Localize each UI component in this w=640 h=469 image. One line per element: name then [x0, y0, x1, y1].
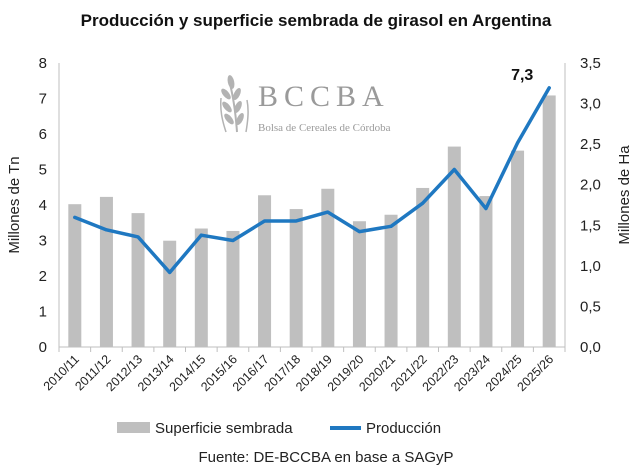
legend: Superficie sembrada Producción	[117, 420, 441, 437]
watermark-subtitle: Bolsa de Cereales de Córdoba	[258, 122, 391, 134]
legend-line-label: Producción	[366, 420, 441, 437]
bar	[479, 196, 493, 347]
y-tick-label: 8	[39, 55, 47, 72]
y-tick-label: 2	[39, 268, 47, 285]
bar	[258, 195, 272, 347]
y2-tick-label: 2,0	[580, 177, 601, 194]
left-axis-ticks: 0 1 2 3 4 5 6 7 8	[39, 55, 47, 356]
axes-group	[58, 63, 566, 352]
bar	[99, 196, 113, 347]
bar	[68, 204, 82, 347]
y2-tick-label: 1,5	[580, 217, 601, 234]
line-point	[294, 219, 298, 223]
bar	[321, 188, 335, 347]
line-point	[389, 224, 393, 228]
y-axis-label: Millones de Tn	[6, 156, 23, 253]
bar	[289, 209, 303, 347]
line-point	[73, 215, 77, 219]
watermark-letters: BCCBA	[258, 80, 390, 113]
line-point	[452, 168, 456, 171]
y-tick-label: 0	[39, 339, 47, 356]
bar	[131, 213, 145, 347]
y-tick-label: 7	[39, 91, 47, 108]
line-point	[104, 228, 108, 232]
line-point	[231, 239, 235, 242]
right-axis-ticks: 0,0 0,5 1,0 1,5 2,0 2,5 3,0 3,5	[580, 55, 601, 356]
y-tick-label: 1	[39, 304, 47, 321]
production-line	[73, 86, 551, 275]
y-tick-label: 5	[39, 162, 47, 179]
y2-tick-label: 0,5	[580, 298, 601, 315]
line-point	[516, 141, 520, 145]
line-point	[168, 270, 172, 274]
line-point	[263, 219, 267, 223]
line-point	[357, 230, 361, 234]
bccba-watermark: BCCBA Bolsa de Cereales de Córdoba	[220, 75, 391, 134]
bars-group	[68, 95, 556, 348]
bar	[163, 240, 177, 347]
y2-tick-label: 3,0	[580, 96, 601, 113]
line-point	[136, 235, 140, 239]
y2-tick-label: 3,5	[580, 55, 601, 72]
chart-title: Producción y superficie sembrada de gira…	[81, 11, 552, 30]
bar	[447, 146, 461, 347]
line-point	[421, 201, 425, 205]
callout-label: 7,3	[511, 67, 533, 84]
wheat-logo-icon	[220, 75, 249, 133]
bar	[226, 230, 240, 347]
line-point	[326, 210, 330, 214]
y2-axis-label: Millones de Ha	[616, 145, 633, 245]
y-tick-label: 4	[39, 197, 47, 214]
bar	[542, 95, 556, 348]
source-note: Fuente: DE-BCCBA en base a SAGyP	[198, 449, 453, 466]
bar	[194, 228, 208, 347]
line-point	[547, 86, 551, 90]
bar	[511, 150, 525, 347]
line-point	[484, 207, 488, 211]
bar	[352, 221, 366, 347]
y2-tick-label: 0,0	[580, 339, 601, 356]
bar	[384, 214, 398, 347]
y2-tick-label: 2,5	[580, 136, 601, 153]
line-point	[199, 233, 203, 237]
y-tick-label: 3	[39, 233, 47, 250]
legend-bars-swatch	[117, 422, 150, 433]
y2-tick-label: 1,0	[580, 258, 601, 275]
bar	[416, 187, 430, 347]
y-tick-label: 6	[39, 126, 47, 143]
category-labels: 2010/112011/122012/132013/142014/152015/…	[41, 352, 557, 394]
legend-bars-label: Superficie sembrada	[155, 420, 293, 437]
line-layer	[73, 86, 551, 275]
